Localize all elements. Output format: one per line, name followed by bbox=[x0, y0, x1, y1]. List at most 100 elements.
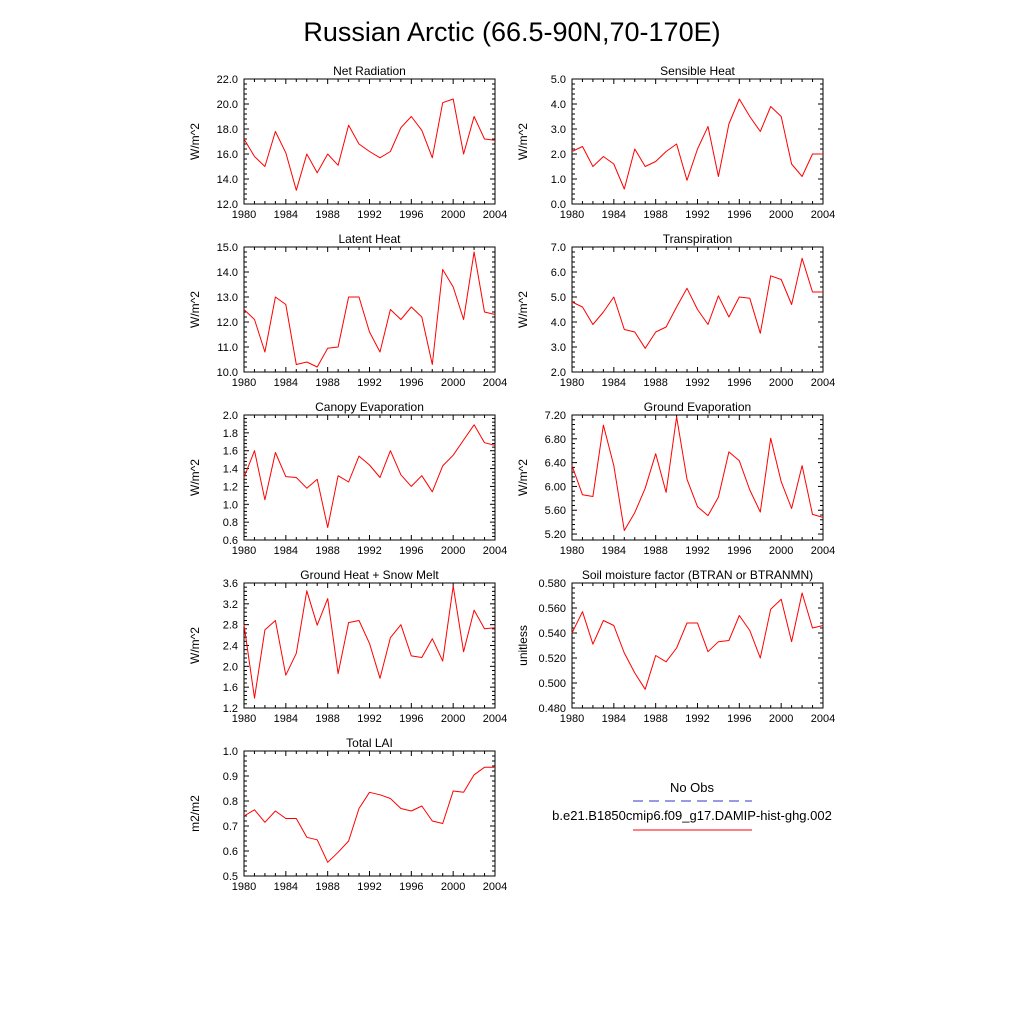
x-tick-label: 1988 bbox=[643, 713, 667, 725]
x-tick-label: 1996 bbox=[399, 377, 423, 389]
y-tick-label: 7.0 bbox=[551, 242, 566, 254]
x-tick-label: 1980 bbox=[232, 377, 256, 389]
figure-title: Russian Arctic (66.5-90N,70-170E) bbox=[303, 17, 720, 47]
x-tick-label: 1980 bbox=[232, 545, 256, 557]
x-tick-label: 1992 bbox=[357, 713, 381, 725]
panels: Net Radiation W/m^2 1980 1984 1988 1992 1996 20… bbox=[188, 64, 835, 893]
x-tick-label: 1980 bbox=[560, 713, 584, 725]
y-tick-label: 1.0 bbox=[223, 746, 238, 758]
y-tick-label: 6.0 bbox=[551, 267, 566, 279]
panel-6: Ground Heat + Snow Melt W/m^2 1980 1984 1988… bbox=[188, 568, 507, 725]
y-tick-label: 3.0 bbox=[551, 342, 566, 354]
x-tick-label: 1988 bbox=[643, 209, 667, 221]
y-tick-label: 3.2 bbox=[223, 599, 238, 611]
y-axis-label: W/m^2 bbox=[188, 123, 202, 160]
y-tick-label: 0.480 bbox=[538, 703, 566, 715]
y-tick-label: 0.6 bbox=[223, 535, 238, 547]
panel-title: Sensible Heat bbox=[660, 64, 735, 78]
x-tick-label: 1992 bbox=[357, 209, 381, 221]
panel-5: Ground Evaporation W/m^2 1980 1984 1988 1992 1… bbox=[516, 400, 835, 557]
x-tick-label: 1984 bbox=[274, 377, 298, 389]
x-tick-label: 1980 bbox=[232, 209, 256, 221]
series-line bbox=[243, 251, 496, 368]
plot-frame bbox=[571, 414, 824, 541]
x-tick-label: 2000 bbox=[441, 545, 465, 557]
x-tick-label: 1980 bbox=[232, 713, 256, 725]
y-tick-label: 0.8 bbox=[223, 796, 238, 808]
panel-title: Ground Heat + Snow Melt bbox=[300, 568, 439, 582]
panel-title: Net Radiation bbox=[333, 64, 406, 78]
x-tick-label: 2000 bbox=[769, 377, 793, 389]
x-tick-label: 1984 bbox=[602, 545, 626, 557]
y-tick-label: 4.0 bbox=[551, 317, 566, 329]
plot-frame bbox=[571, 78, 824, 205]
series-line bbox=[571, 257, 823, 349]
panel-2: Latent Heat W/m^2 1980 1984 1988 1992 1996 2000… bbox=[188, 232, 507, 389]
y-tick-label: 0.560 bbox=[538, 603, 566, 615]
x-tick-label: 2000 bbox=[441, 713, 465, 725]
y-tick-label: 6.80 bbox=[545, 434, 566, 446]
x-tick-label: 1984 bbox=[274, 209, 298, 221]
x-tick-label: 1992 bbox=[685, 377, 709, 389]
y-tick-label: 1.6 bbox=[223, 446, 238, 458]
y-tick-label: 0.8 bbox=[223, 517, 238, 529]
series-line bbox=[571, 592, 824, 690]
x-tick-label: 1988 bbox=[315, 377, 339, 389]
series-line bbox=[243, 766, 495, 863]
x-tick-label: 1996 bbox=[727, 377, 751, 389]
y-tick-label: 2.0 bbox=[551, 367, 566, 379]
x-tick-label: 1996 bbox=[399, 881, 423, 893]
plot-frame bbox=[243, 414, 496, 541]
series-line bbox=[243, 424, 496, 528]
series-line bbox=[243, 585, 496, 699]
y-axis-label: W/m^2 bbox=[188, 291, 202, 328]
y-tick-label: 15.0 bbox=[217, 242, 238, 254]
x-tick-label: 2000 bbox=[769, 209, 793, 221]
y-tick-label: 2.0 bbox=[223, 410, 238, 422]
panel-7: Soil moisture factor (BTRAN or BTRANMN) u… bbox=[516, 568, 835, 725]
y-tick-label: 10.0 bbox=[217, 367, 238, 379]
x-tick-label: 2004 bbox=[483, 545, 507, 557]
y-tick-label: 3.0 bbox=[551, 124, 566, 136]
y-tick-label: 1.0 bbox=[551, 174, 566, 186]
y-tick-label: 1.4 bbox=[223, 464, 238, 476]
panel-title: Canopy Evaporation bbox=[315, 400, 424, 414]
y-tick-label: 11.0 bbox=[217, 342, 238, 354]
x-tick-label: 1988 bbox=[315, 209, 339, 221]
series-line bbox=[571, 98, 823, 190]
x-tick-label: 2004 bbox=[811, 377, 835, 389]
y-tick-label: 0.5 bbox=[223, 871, 238, 883]
x-tick-label: 2000 bbox=[441, 209, 465, 221]
series-line bbox=[571, 416, 824, 531]
x-tick-label: 2004 bbox=[811, 545, 835, 557]
y-tick-label: 0.7 bbox=[223, 821, 238, 833]
panel-title: Latent Heat bbox=[338, 232, 401, 246]
y-tick-label: 5.60 bbox=[545, 505, 566, 517]
y-tick-label: 1.0 bbox=[223, 499, 238, 511]
x-tick-label: 1996 bbox=[399, 209, 423, 221]
y-tick-label: 14.0 bbox=[217, 267, 238, 279]
y-tick-label: 0.9 bbox=[223, 771, 238, 783]
plot-frame bbox=[243, 246, 496, 373]
y-tick-label: 2.0 bbox=[551, 149, 566, 161]
x-tick-label: 1988 bbox=[315, 713, 339, 725]
y-axis-label: W/m^2 bbox=[516, 459, 530, 496]
y-tick-label: 1.6 bbox=[223, 682, 238, 694]
x-tick-label: 1988 bbox=[643, 377, 667, 389]
y-tick-label: 2.8 bbox=[223, 620, 238, 632]
x-tick-label: 1984 bbox=[274, 545, 298, 557]
y-axis-label: W/m^2 bbox=[188, 459, 202, 496]
x-tick-label: 2004 bbox=[483, 881, 507, 893]
x-tick-label: 2004 bbox=[483, 377, 507, 389]
legend-label-no-obs: No Obs bbox=[670, 780, 715, 795]
x-tick-label: 1992 bbox=[357, 377, 381, 389]
x-tick-label: 2004 bbox=[483, 713, 507, 725]
x-tick-label: 2000 bbox=[769, 545, 793, 557]
y-tick-label: 22.0 bbox=[217, 74, 238, 86]
panel-title: Total LAI bbox=[346, 736, 393, 750]
panel-0: Net Radiation W/m^2 1980 1984 1988 1992 1996 20… bbox=[188, 64, 507, 221]
x-tick-label: 1980 bbox=[560, 545, 584, 557]
x-tick-label: 1996 bbox=[399, 545, 423, 557]
x-tick-label: 1996 bbox=[399, 713, 423, 725]
plot-frame bbox=[243, 750, 496, 877]
